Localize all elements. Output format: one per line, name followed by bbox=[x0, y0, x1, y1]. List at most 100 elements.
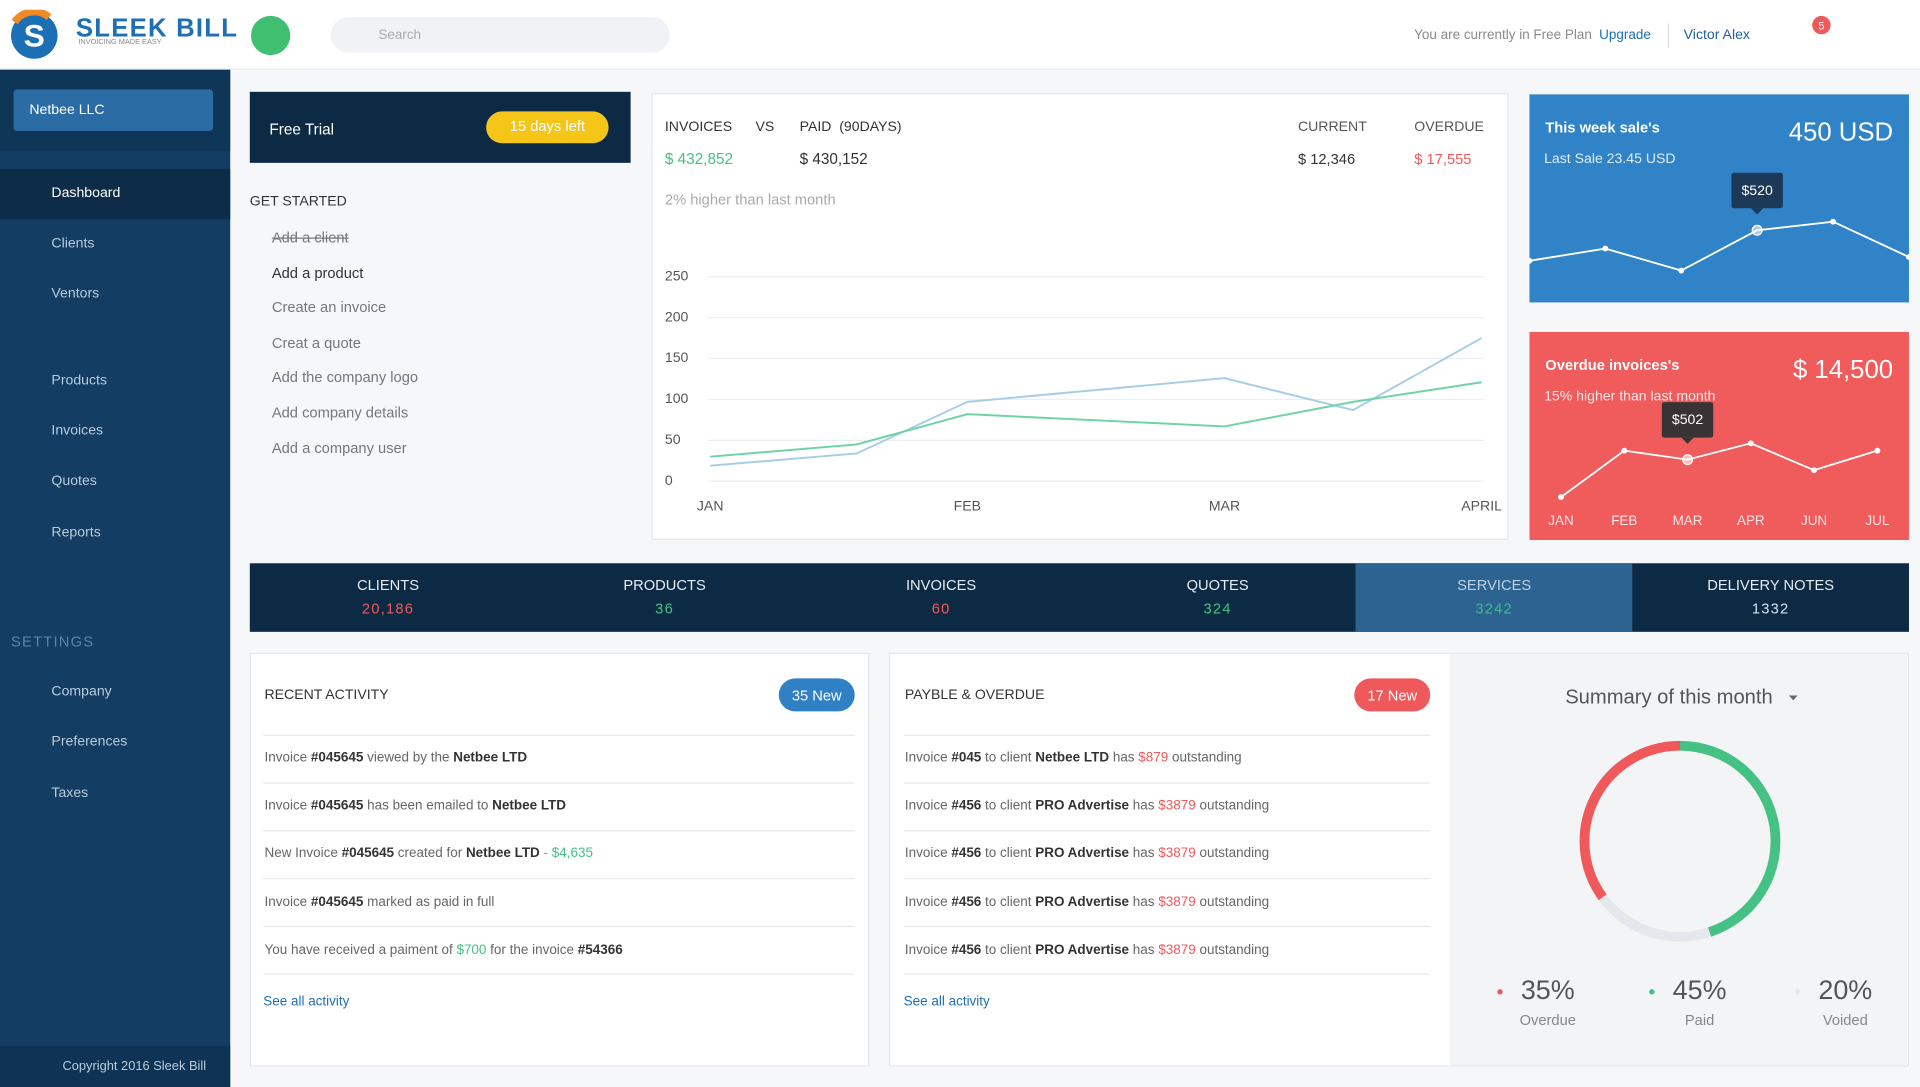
get-started-item[interactable]: Add the company logo bbox=[271, 369, 419, 387]
menu-icon bbox=[13, 184, 33, 204]
activity-row: New Invoice #045645 created for Netbee L… bbox=[264, 844, 592, 864]
stats-bar: CLIENTS 20,186 PRODUCTS 36 INVOICES 60 QUOTES 3… bbox=[249, 563, 1909, 632]
get-started-item[interactable]: Add a client bbox=[271, 228, 349, 247]
menu-icon bbox=[13, 523, 33, 543]
settings-menu-icon bbox=[13, 732, 33, 752]
menu-item[interactable]: Invoices bbox=[51, 423, 104, 439]
panel-badge[interactable] bbox=[778, 678, 855, 712]
card-title: Overdue invoices's bbox=[1545, 358, 1679, 374]
row-text: $879 bbox=[1138, 750, 1169, 766]
activity-row: You have received a paiment of $700 for … bbox=[264, 940, 622, 960]
card-x-label: JAN bbox=[1548, 513, 1573, 528]
menu-item[interactable]: Reports bbox=[51, 525, 101, 541]
see-all-link[interactable]: See all activity bbox=[263, 994, 350, 1009]
card-title: This week sale's bbox=[1545, 120, 1660, 136]
list-chevron bbox=[249, 268, 256, 279]
row-text: for the invoice bbox=[486, 942, 578, 958]
settings-menu-item[interactable]: Taxes bbox=[51, 786, 89, 801]
x-tick-label: FEB bbox=[954, 498, 981, 514]
stat-label: CLIENTS bbox=[357, 576, 420, 594]
settings-icon bbox=[1847, 26, 1867, 46]
row-text: has bbox=[1129, 846, 1159, 862]
settings-menu-item[interactable]: Preferences bbox=[51, 734, 128, 750]
tooltip bbox=[1661, 402, 1714, 438]
notification-badge[interactable] bbox=[1812, 15, 1831, 35]
stat-item[interactable]: PRODUCTS 36 bbox=[526, 563, 803, 632]
row-divider bbox=[263, 925, 855, 927]
menu-item[interactable]: Clients bbox=[51, 236, 95, 252]
activity-row: Invoice #045645 marked as paid in full bbox=[264, 892, 494, 912]
row-text: Invoice bbox=[904, 846, 952, 862]
y-tick-label: 200 bbox=[665, 308, 689, 324]
stat-item[interactable]: INVOICES 60 bbox=[803, 563, 1080, 632]
donut-segment bbox=[1579, 740, 1681, 901]
mini-card: Overdue invoices's $ 14,500 15% higher tha… bbox=[1529, 331, 1909, 541]
get-started-item[interactable]: Create an invoice bbox=[271, 299, 387, 317]
row-text: Invoice bbox=[904, 798, 952, 814]
card-point bbox=[1874, 447, 1881, 454]
panel-badge[interactable] bbox=[1354, 678, 1431, 712]
menu-item[interactable]: Ventors bbox=[51, 286, 100, 302]
add-button[interactable] bbox=[251, 15, 291, 56]
row-text: outstanding bbox=[1195, 942, 1270, 958]
get-started-item[interactable]: Add a product bbox=[271, 263, 364, 282]
copyright: Copyright 2016 Sleek Bill bbox=[62, 1059, 207, 1074]
row-text: - $4,635 bbox=[539, 846, 593, 862]
legend-name: Paid bbox=[1685, 1013, 1714, 1029]
sidebar-footer bbox=[0, 1045, 231, 1087]
row-text: outstanding bbox=[1168, 750, 1242, 766]
x-tick-label: APRIL bbox=[1461, 498, 1502, 514]
menu-item[interactable]: Products bbox=[51, 373, 108, 389]
card-point bbox=[1747, 440, 1754, 447]
stat-value: 36 bbox=[655, 600, 674, 618]
collapse-icon bbox=[27, 1059, 37, 1071]
stat-label: INVOICES bbox=[905, 576, 977, 594]
upgrade-link[interactable]: Upgrade bbox=[1599, 28, 1651, 43]
search-box[interactable] bbox=[330, 17, 670, 53]
get-started-item[interactable]: Creat a quote bbox=[271, 334, 361, 352]
row-text: Netbee LTD bbox=[492, 798, 567, 814]
row-text: to client bbox=[981, 750, 1036, 766]
logo-icon: S bbox=[11, 9, 58, 59]
settings-title: SETTINGS bbox=[11, 633, 95, 651]
stat-item[interactable]: SERVICES 3242 bbox=[1355, 563, 1633, 632]
invoices-label: INVOICES bbox=[664, 120, 733, 135]
donut-segment bbox=[1679, 740, 1781, 937]
panel-badge-text: 17 New bbox=[1367, 686, 1418, 704]
row-text: has bbox=[1129, 942, 1159, 958]
get-started-item[interactable]: Add company details bbox=[271, 404, 409, 422]
company-select[interactable] bbox=[13, 89, 214, 132]
stat-item[interactable]: QUOTES 324 bbox=[1079, 563, 1356, 632]
row-text: PRO Advertise bbox=[1035, 942, 1130, 958]
row-divider bbox=[263, 734, 855, 736]
paid-label: PAID (90DAYS) bbox=[799, 120, 902, 135]
see-all-link[interactable]: See all activity bbox=[903, 994, 990, 1009]
y-tick-label: 100 bbox=[665, 390, 689, 406]
row-text: has bbox=[1109, 750, 1139, 766]
get-started-item[interactable]: Add a company user bbox=[271, 439, 407, 457]
activity-row: Invoice #045645 viewed by the Netbee LTD bbox=[264, 748, 527, 768]
activity-row: Invoice #456 to client PRO Advertise has… bbox=[905, 892, 1269, 912]
card-x-label: MAR bbox=[1673, 513, 1703, 528]
summary-area bbox=[1449, 653, 1908, 1066]
stat-item[interactable]: CLIENTS 20,186 bbox=[250, 563, 527, 632]
stat-item[interactable]: DELIVERY NOTES 1332 bbox=[1632, 563, 1909, 632]
row-text: outstanding bbox=[1195, 846, 1270, 862]
stat-value: 324 bbox=[1203, 600, 1232, 618]
y-tick-label: 0 bbox=[665, 472, 673, 488]
stat-value: 60 bbox=[931, 600, 951, 618]
company-caret bbox=[189, 107, 200, 114]
summary-title: Summary of this month bbox=[1565, 686, 1773, 708]
card-point bbox=[1602, 245, 1609, 252]
activity-row: Invoice #045 to client Netbee LTD has $8… bbox=[905, 748, 1242, 768]
menu-item[interactable]: Quotes bbox=[51, 473, 97, 489]
settings-menu-item[interactable]: Company bbox=[51, 684, 112, 700]
current-value: $ 12,346 bbox=[1297, 150, 1356, 168]
card-point bbox=[1678, 267, 1685, 274]
svg-text:S: S bbox=[24, 17, 45, 53]
menu-item[interactable]: Dashboard bbox=[51, 186, 121, 201]
row-text: #54366 bbox=[577, 942, 623, 958]
legend-dot bbox=[1794, 989, 1801, 995]
user-name[interactable]: Victor Alex bbox=[1683, 28, 1750, 43]
row-text: has bbox=[1129, 798, 1159, 814]
